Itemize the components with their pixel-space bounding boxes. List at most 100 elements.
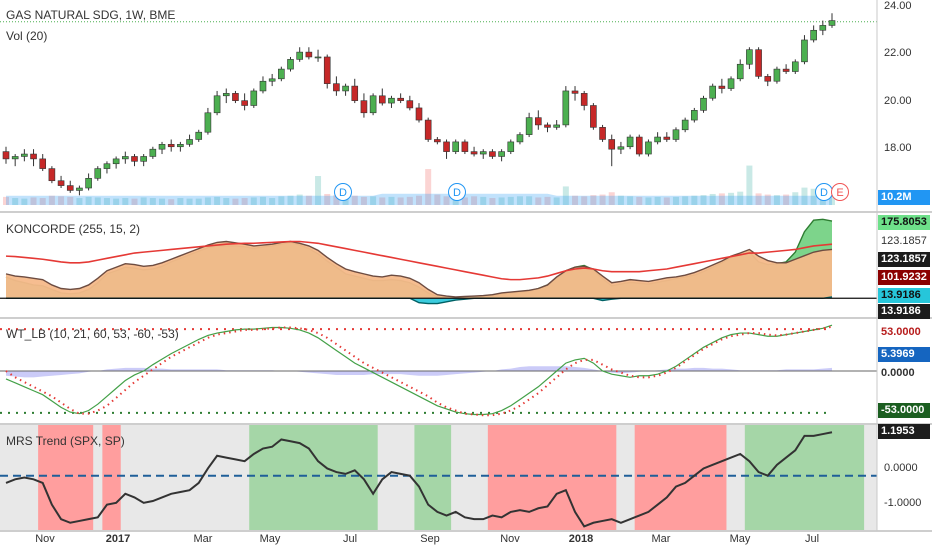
volume-bar bbox=[746, 165, 753, 205]
time-tick: Sep bbox=[420, 533, 440, 545]
wt-lb-badge: 53.0000 bbox=[878, 325, 930, 340]
candle bbox=[48, 168, 56, 182]
earnings-marker[interactable]: E bbox=[831, 183, 849, 201]
time-tick: May bbox=[729, 533, 751, 545]
koncorde-badge: 13.9186 bbox=[878, 288, 930, 303]
candle bbox=[30, 153, 37, 160]
candle bbox=[2, 151, 10, 160]
volume-bar bbox=[507, 196, 514, 205]
time-tick: 2017 bbox=[105, 533, 131, 545]
volume-bar bbox=[388, 196, 395, 205]
candle bbox=[397, 97, 404, 101]
candle bbox=[553, 124, 560, 128]
volume-bar bbox=[278, 196, 285, 205]
volume-badge: 10.2M bbox=[878, 190, 930, 205]
candle bbox=[66, 185, 74, 191]
volume-bar bbox=[103, 198, 110, 205]
candle bbox=[268, 78, 276, 82]
volume-bar bbox=[223, 198, 230, 205]
volume-bar bbox=[94, 197, 101, 205]
candle bbox=[810, 29, 817, 41]
volume-bar bbox=[315, 176, 322, 205]
candle bbox=[727, 78, 735, 89]
candle bbox=[828, 20, 836, 26]
volume-bar bbox=[544, 196, 551, 205]
mrs-band-bull bbox=[414, 425, 452, 530]
candle bbox=[424, 119, 432, 140]
volume-bar bbox=[287, 195, 294, 205]
koncorde-badge: 123.1857 bbox=[878, 234, 930, 249]
candle bbox=[461, 141, 469, 152]
volume-bar bbox=[663, 197, 670, 205]
dividend-marker[interactable]: D bbox=[334, 183, 352, 201]
volume-bar bbox=[48, 195, 55, 205]
wt-lb-badge: 5.3969 bbox=[878, 347, 930, 362]
mrs-trend-badge: 1.1953 bbox=[878, 424, 930, 439]
volume-bar bbox=[379, 197, 386, 205]
volume-bar bbox=[333, 195, 340, 205]
candle bbox=[158, 144, 166, 150]
volume-bar bbox=[773, 195, 780, 205]
candle bbox=[287, 59, 294, 70]
volume-bar bbox=[461, 197, 468, 205]
candle bbox=[21, 153, 28, 157]
candle bbox=[654, 136, 661, 143]
dividend-marker[interactable]: D bbox=[448, 183, 466, 201]
candle bbox=[819, 25, 827, 31]
wt-lb-title[interactable]: WT_LB (10, 21, 60, 53, -60, -53) bbox=[6, 327, 179, 341]
volume-bar bbox=[232, 198, 239, 205]
volume-bar bbox=[829, 190, 835, 205]
candle bbox=[415, 107, 423, 121]
volume-bar bbox=[654, 196, 661, 205]
candle bbox=[681, 119, 689, 131]
candle bbox=[57, 180, 65, 186]
volume-bar bbox=[737, 191, 744, 205]
volume-bar bbox=[645, 197, 652, 205]
candle bbox=[11, 156, 19, 160]
mrs-band-bull bbox=[744, 425, 865, 530]
mrs-trend-pane bbox=[0, 425, 877, 530]
candle bbox=[186, 139, 193, 145]
candle bbox=[406, 100, 414, 109]
candle bbox=[232, 93, 239, 101]
koncorde-title[interactable]: KONCORDE (255, 15, 2) bbox=[6, 222, 141, 236]
candle bbox=[195, 131, 203, 140]
pane-separators bbox=[0, 0, 932, 532]
candle bbox=[718, 85, 726, 89]
time-tick: May bbox=[259, 533, 281, 545]
mrs-band-bull bbox=[249, 425, 378, 530]
candle bbox=[590, 105, 597, 128]
volume-bar bbox=[67, 196, 74, 205]
mrs-trend-title[interactable]: MRS Trend (SPX, SP) bbox=[6, 434, 125, 448]
price-tick: 18.00 bbox=[884, 142, 912, 154]
wt-histogram bbox=[6, 366, 832, 378]
volume-bar bbox=[324, 193, 331, 205]
koncorde-badge: 13.9186 bbox=[878, 304, 930, 319]
volume-bar bbox=[480, 196, 487, 205]
candle bbox=[76, 187, 83, 191]
candle bbox=[323, 56, 331, 84]
volume-title[interactable]: Vol (20) bbox=[6, 29, 48, 43]
volume-bar bbox=[159, 198, 166, 205]
candle bbox=[333, 83, 340, 92]
volume-bar bbox=[489, 198, 496, 205]
price-pane bbox=[0, 13, 877, 205]
candle bbox=[434, 139, 441, 143]
volume-bar bbox=[764, 194, 771, 205]
volume-bar bbox=[351, 195, 358, 205]
volume-ma-area bbox=[6, 193, 832, 205]
candle bbox=[736, 63, 744, 80]
volume-bar bbox=[672, 196, 679, 205]
candle bbox=[535, 117, 542, 126]
candle bbox=[85, 178, 92, 189]
candle bbox=[278, 68, 285, 80]
volume-bar bbox=[535, 197, 542, 205]
volume-bar bbox=[709, 193, 716, 205]
symbol-title[interactable]: GAS NATURAL SDG, 1W, BME bbox=[6, 8, 176, 22]
volume-bar bbox=[691, 195, 698, 205]
volume-bar bbox=[305, 195, 312, 205]
candle bbox=[700, 97, 707, 111]
candle bbox=[314, 56, 322, 59]
volume-bar bbox=[122, 198, 129, 205]
